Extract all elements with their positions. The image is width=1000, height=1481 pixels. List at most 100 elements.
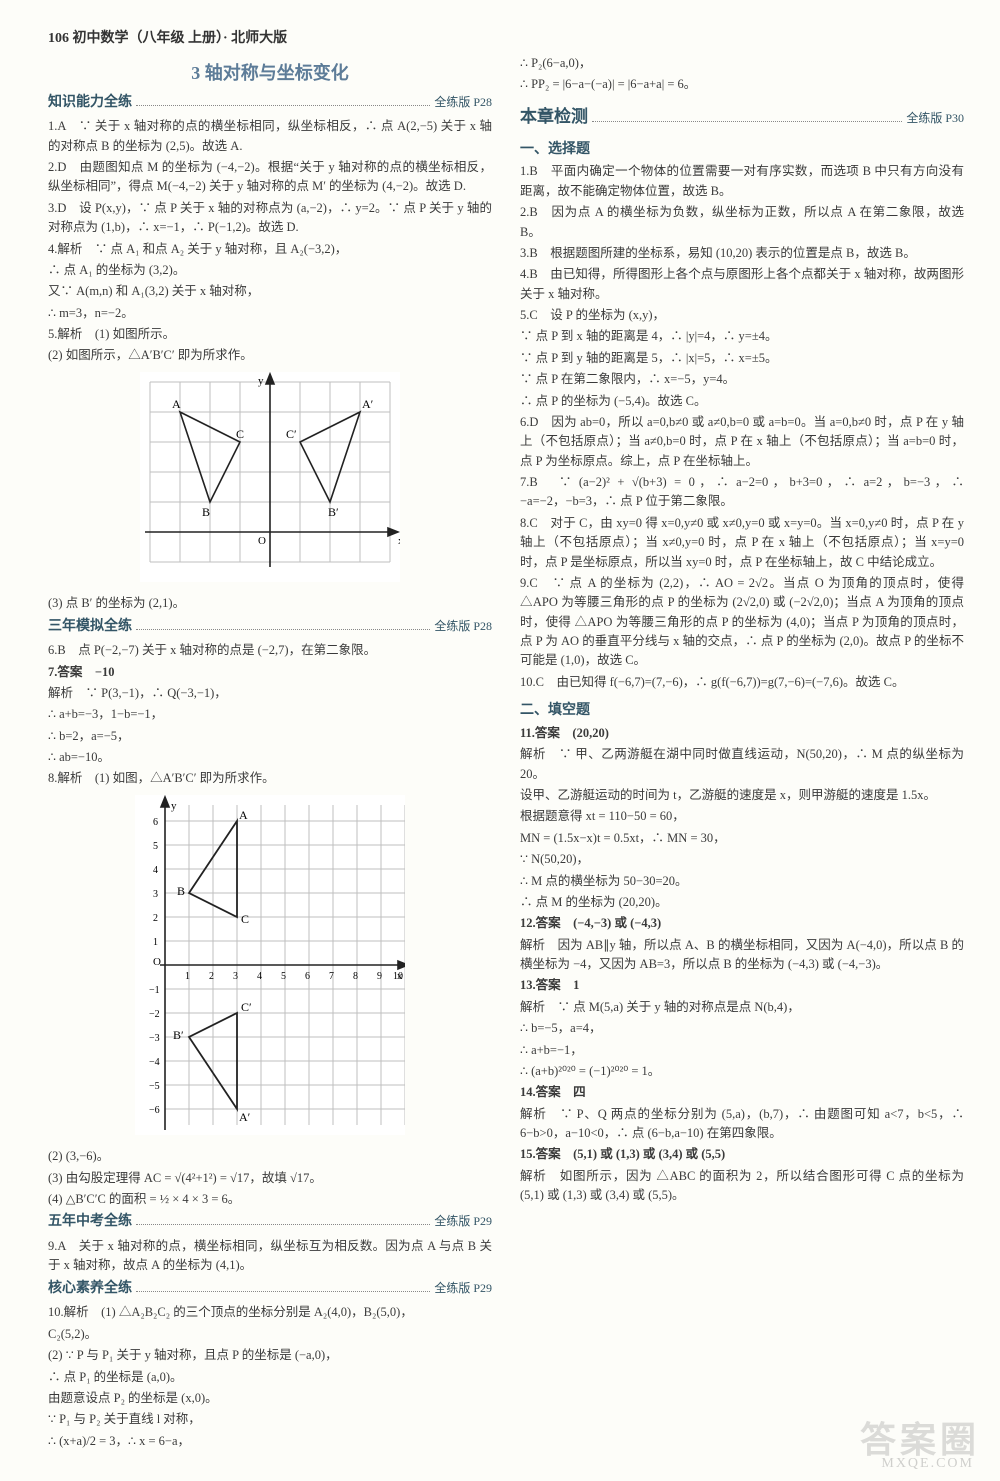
- svg-text:C: C: [241, 912, 249, 926]
- r12b: 解析 因为 AB∥y 轴，所以点 A、B 的横坐标相同，又因为 A(−4,0)，…: [520, 936, 964, 975]
- watermark-url: MXQE.COM: [881, 1453, 974, 1475]
- svg-text:6: 6: [305, 971, 310, 982]
- r4: 4.B 由已知得，所得图形上各个点与原图形上各个点都关于 x 轴对称，故两图形关…: [520, 265, 964, 304]
- r13c: ∴ b=−5，a=4，: [520, 1019, 964, 1038]
- block-chapter-test: 本章检测 全练版 P30: [520, 104, 964, 130]
- q10g: ∴ (x+a)/2 = 3，∴ x = 6−a，: [48, 1432, 492, 1451]
- block-exam: 五年中考全练 全练版 P29: [48, 1211, 492, 1233]
- svg-text:B: B: [202, 505, 210, 519]
- r3: 3.B 根据题图所建的坐标系，易知 (10,20) 表示的位置是点 B，故选 B…: [520, 244, 964, 263]
- q5a: 5.解析 (1) 如图所示。: [48, 325, 492, 344]
- r15a-text: 15.答案 (5,1) 或 (1,3) 或 (3,4) 或 (5,5): [520, 1147, 725, 1161]
- svg-text:5: 5: [153, 841, 158, 852]
- r10: 10.C 由已知得 f(−6,7)=(7,−6)，∴ g(f(−6,7))=g(…: [520, 673, 964, 692]
- svg-text:2: 2: [153, 913, 158, 924]
- page: 106 初中数学（八年级 上册）· 北师大版 3 轴对称与坐标变化 知识能力全练…: [0, 0, 1000, 1481]
- svg-text:6: 6: [153, 817, 158, 828]
- svg-text:5: 5: [281, 971, 286, 982]
- svg-text:−3: −3: [149, 1033, 160, 1044]
- q8c: (3) 由勾股定理得 AC = √(4²+1²) = √17，故填 √17。: [48, 1169, 492, 1188]
- dots: [592, 121, 902, 122]
- q4c: 又∵ A(m,n) 和 A₁(3,2) 关于 x 轴对称，: [48, 282, 492, 301]
- block-label: 知识能力全练: [48, 92, 132, 114]
- q8a: 8.解析 (1) 如图，△A′B′C′ 即为所求作。: [48, 769, 492, 788]
- svg-text:1: 1: [185, 971, 190, 982]
- svg-text:C′: C′: [241, 1000, 252, 1014]
- r13d: ∴ a+b=−1，: [520, 1041, 964, 1060]
- svg-text:A: A: [239, 808, 248, 822]
- r11d: 根据题意得 xt = 110−50 = 60，: [520, 807, 964, 826]
- r9: 9.C ∵ 点 A 的坐标为 (2,2)，∴ AO = 2√2。当点 O 为顶角…: [520, 574, 964, 671]
- svg-text:2: 2: [209, 971, 214, 982]
- block-ref: 全练版 P28: [434, 93, 492, 112]
- block-core: 核心素养全练 全练版 P29: [48, 1278, 492, 1300]
- r11e: MN = (1.5x−x)t = 0.5xt，∴ MN = 30，: [520, 829, 964, 848]
- r11f: ∵ N(50,20)，: [520, 850, 964, 869]
- q10e: 由题意设点 P₂ 的坐标是 (x,0)。: [48, 1389, 492, 1408]
- q7a-text: 7.答案 −10: [48, 665, 115, 679]
- block-label: 核心素养全练: [48, 1278, 132, 1300]
- q8b: (2) (3,−6)。: [48, 1147, 492, 1166]
- q4b: ∴ 点 A₁ 的坐标为 (3,2)。: [48, 261, 492, 280]
- r1: 1.B 平面内确定一个物体的位置需要一对有序实数，而选项 B 中只有方向没有距离…: [520, 162, 964, 201]
- svg-text:9: 9: [377, 971, 382, 982]
- q10d: ∴ 点 P₁ 的坐标是 (a,0)。: [48, 1368, 492, 1387]
- svg-text:−2: −2: [149, 1009, 160, 1020]
- block-ref: 全练版 P28: [434, 617, 492, 636]
- svg-text:B′: B′: [173, 1028, 184, 1042]
- svg-text:O: O: [153, 956, 161, 968]
- q7a: 7.答案 −10: [48, 663, 492, 682]
- svg-text:A′: A′: [239, 1110, 251, 1124]
- r11c: 设甲、乙游艇运动的时间为 t，乙游艇的速度是 x，则甲游艇的速度是 1.5x。: [520, 786, 964, 805]
- svg-text:y: y: [258, 375, 264, 387]
- r14a: 14.答案 四: [520, 1083, 964, 1102]
- r7: 7.B ∵ (a−2)² + √(b+3) = 0，∴ a−2=0，b+3=0，…: [520, 473, 964, 512]
- q6: 6.B 点 P(−2,−7) 关于 x 轴对称的点是 (−2,7)，在第二象限。: [48, 641, 492, 660]
- r11h: ∴ 点 M 的坐标为 (20,20)。: [520, 893, 964, 912]
- r6: 6.D 因为 ab=0，所以 a=0,b≠0 或 a≠0,b=0 或 a=b=0…: [520, 413, 964, 471]
- q7c: ∴ a+b=−3，1−b=−1，: [48, 705, 492, 724]
- r13a-text: 13.答案 1: [520, 978, 579, 992]
- svg-text:3: 3: [153, 889, 158, 900]
- q7e: ∴ ab=−10。: [48, 748, 492, 767]
- r5d: ∵ 点 P 在第二象限内，∴ x=−5，y=4。: [520, 370, 964, 389]
- svg-text:8: 8: [353, 971, 358, 982]
- r11b: 解析 ∵ 甲、乙两游艇在湖中同时做直线运动，N(50,20)，∴ M 点的纵坐标…: [520, 745, 964, 784]
- svg-text:10: 10: [393, 971, 403, 982]
- svg-text:−4: −4: [149, 1057, 160, 1068]
- q9: 9.A 关于 x 轴对称的点，横坐标相同，纵坐标互为相反数。因为点 A 与点 B…: [48, 1237, 492, 1276]
- q5b: (2) 如图所示，△A′B′C′ 即为所求作。: [48, 346, 492, 365]
- r13e: ∴ (a+b)²⁰²⁰ = (−1)²⁰²⁰ = 1。: [520, 1062, 964, 1081]
- r5c: ∵ 点 P 到 y 轴的距离是 5，∴ |x|=5，∴ x=±5。: [520, 349, 964, 368]
- figure-2-svg: O y x 65 43 21 −1−2 −3−4 −5−6 12 34 56 7…: [135, 795, 405, 1135]
- block-knowledge: 知识能力全练 全练版 P28: [48, 92, 492, 114]
- q4a: 4.解析 ∵ 点 A₁ 和点 A₂ 关于 y 轴对称，且 A₂(−3,2)，: [48, 240, 492, 259]
- q10b: C₂(5,2)。: [48, 1325, 492, 1344]
- svg-text:C′: C′: [286, 427, 297, 441]
- dots: [136, 105, 430, 106]
- section-choice: 一、选择题: [520, 139, 964, 161]
- r13b: 解析 ∵ 点 M(5,a) 关于 y 轴的对称点是点 N(b,4)，: [520, 998, 964, 1017]
- svg-text:1: 1: [153, 937, 158, 948]
- r8: 8.C 对于 C，由 xy=0 得 x=0,y≠0 或 x≠0,y=0 或 x=…: [520, 514, 964, 572]
- block-label: 五年中考全练: [48, 1211, 132, 1233]
- block-label: 本章检测: [520, 104, 588, 130]
- svg-text:−5: −5: [149, 1081, 160, 1092]
- svg-text:B′: B′: [328, 505, 339, 519]
- q10c: (2) ∵ P 与 P₁ 关于 y 轴对称，且点 P 的坐标是 (−a,0)，: [48, 1346, 492, 1365]
- q10a: 10.解析 (1) △A₂B₂C₂ 的三个顶点的坐标分别是 A₂(4,0)，B₂…: [48, 1303, 492, 1322]
- r11g: ∴ M 点的横坐标为 50−30=20。: [520, 872, 964, 891]
- r15b: 解析 如图所示，因为 △ABC 的面积为 2，所以结合图形可得 C 点的坐标为 …: [520, 1167, 964, 1206]
- svg-text:4: 4: [257, 971, 262, 982]
- page-header: 106 初中数学（八年级 上册）· 北师大版: [48, 28, 964, 50]
- block-ref: 全练版 P29: [434, 1279, 492, 1298]
- q10f: ∵ P₁ 与 P₂ 关于直线 l 对称，: [48, 1410, 492, 1429]
- svg-text:C: C: [236, 427, 244, 441]
- r15a: 15.答案 (5,1) 或 (1,3) 或 (3,4) 或 (5,5): [520, 1145, 964, 1164]
- q10i: ∴ PP₂ = |6−a−(−a)| = |6−a+a| = 6。: [520, 75, 964, 94]
- svg-text:x: x: [398, 535, 400, 547]
- r5e: ∴ 点 P 的坐标为 (−5,4)。故选 C。: [520, 392, 964, 411]
- r14b: 解析 ∵ P、Q 两点的坐标分别为 (5,a)，(b,7)，∴ 由题图可知 a<…: [520, 1105, 964, 1144]
- r12a-text: 12.答案 (−4,−3) 或 (−4,3): [520, 916, 661, 930]
- figure-1-svg: x y O A C B A′ C′ B′: [140, 372, 400, 582]
